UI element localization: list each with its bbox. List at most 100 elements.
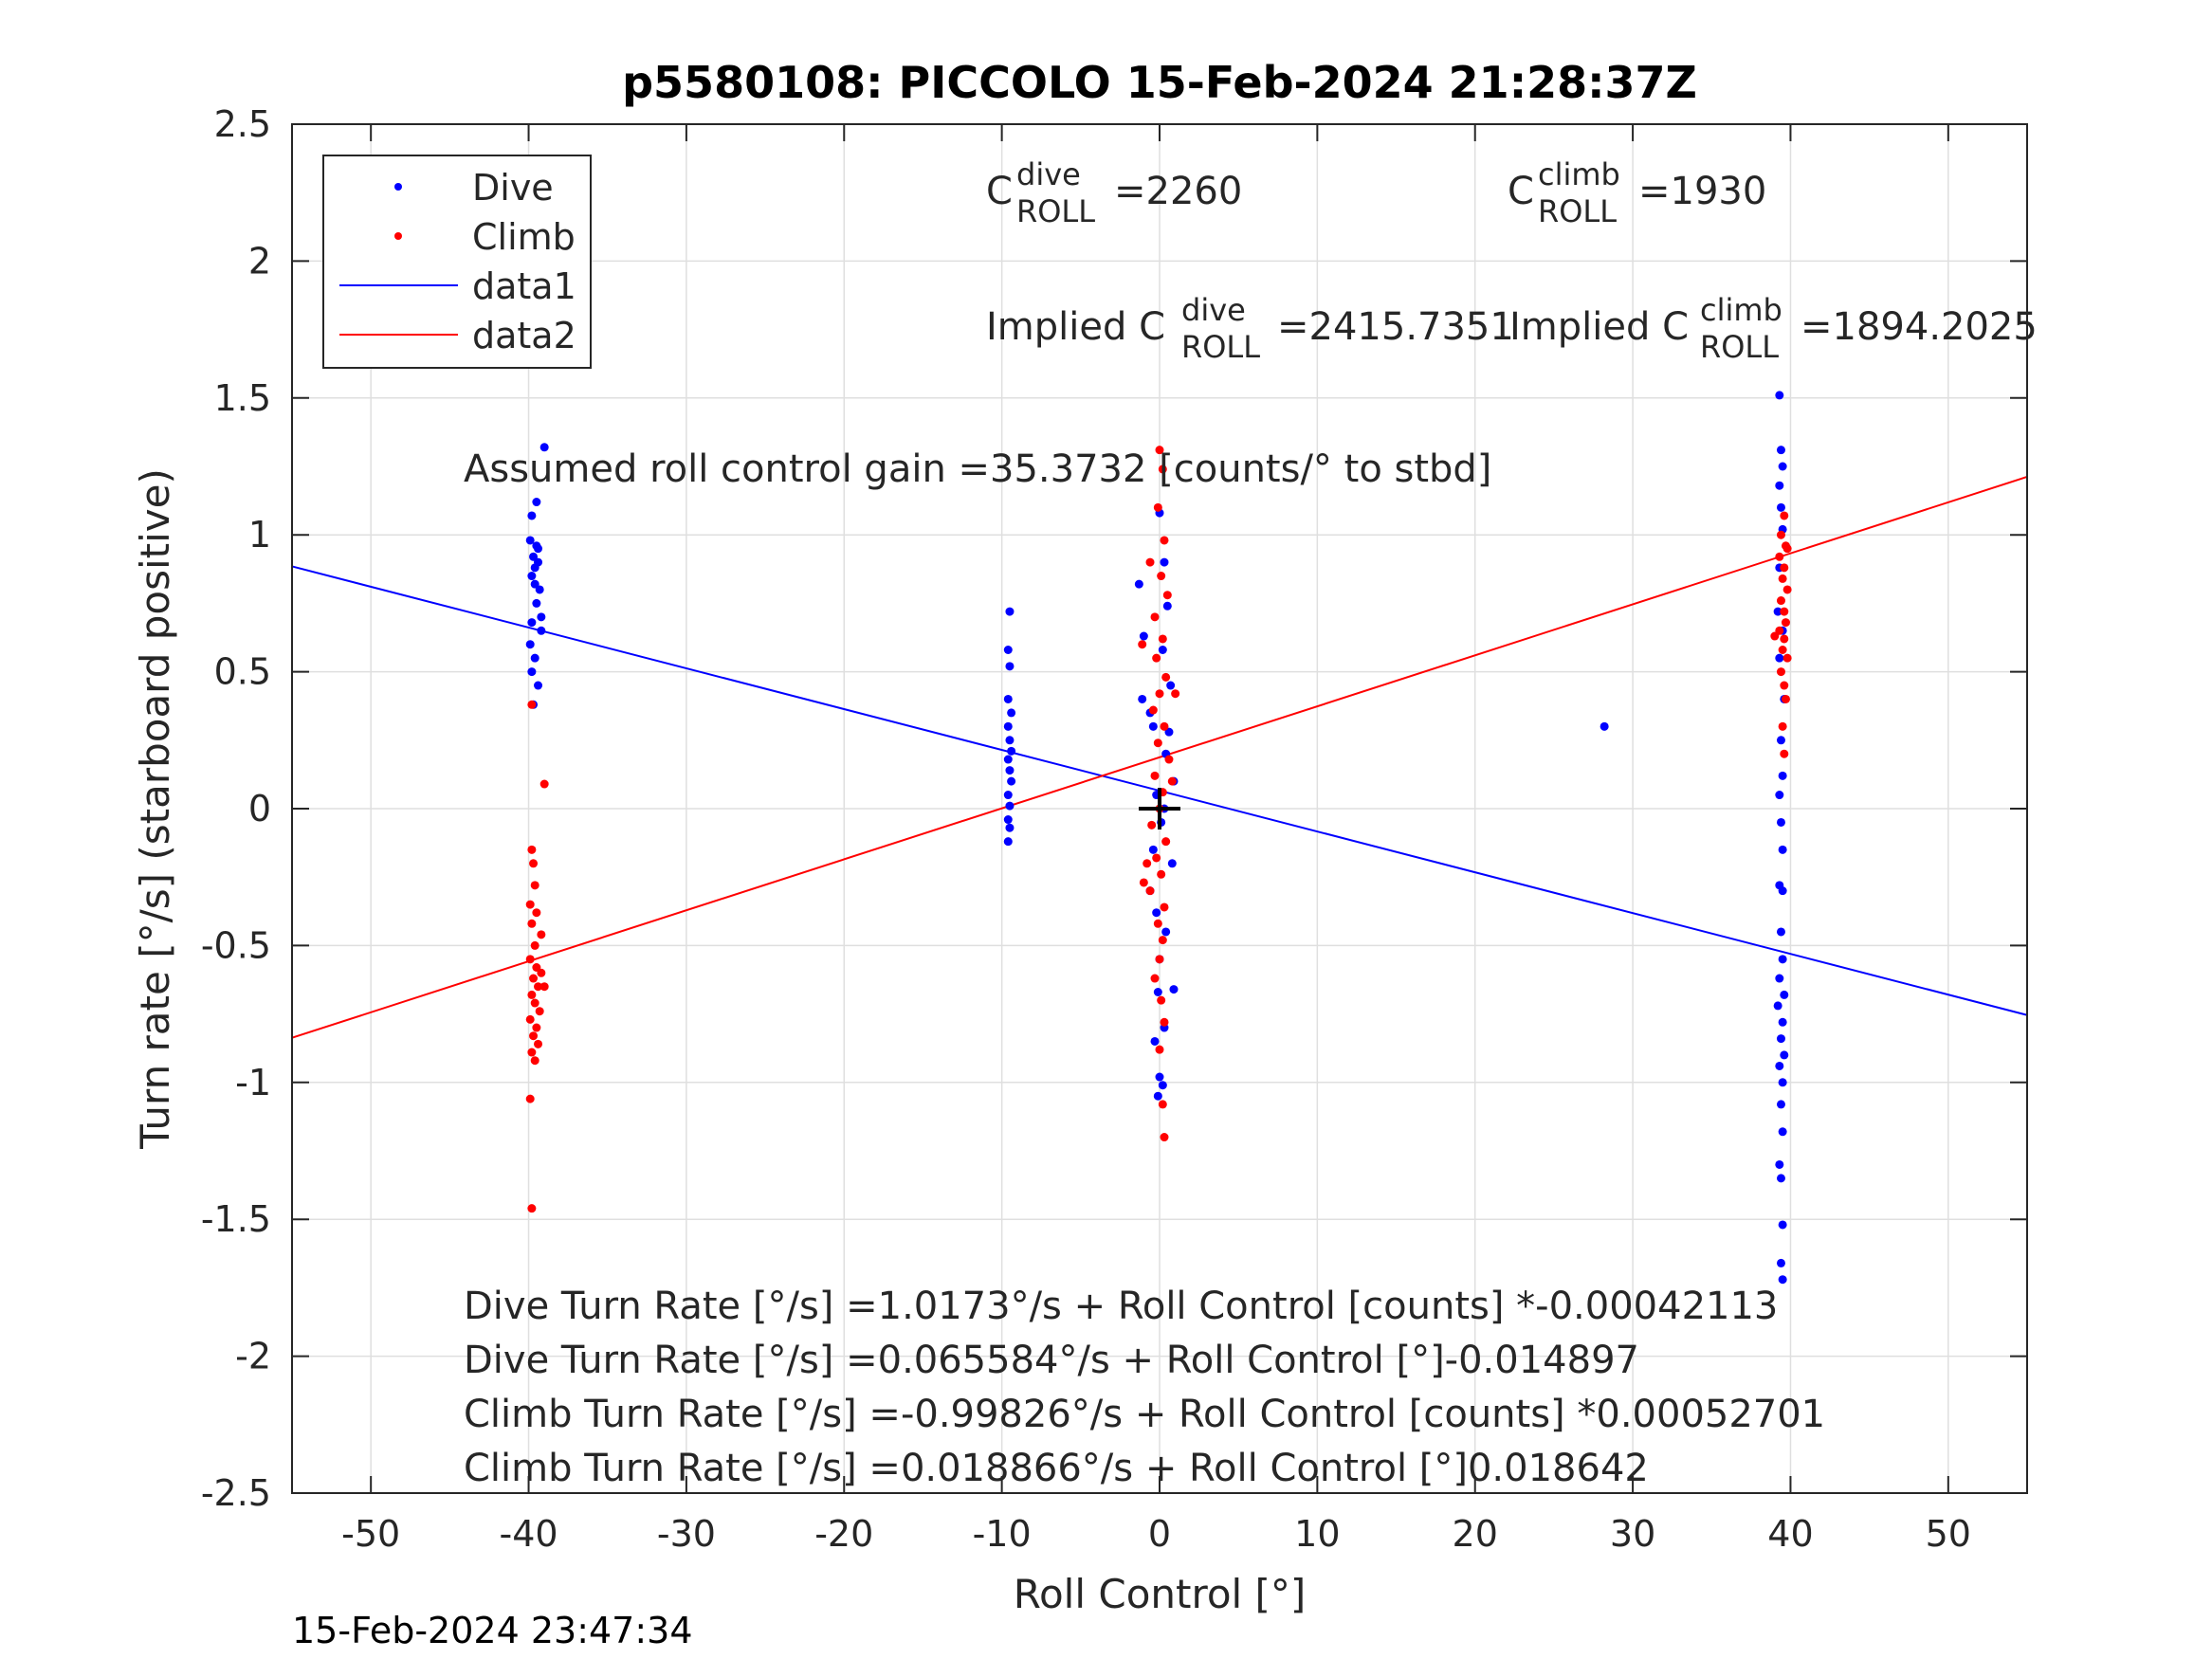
point-climb [525,955,535,964]
x-tick-label: 10 [1294,1513,1340,1555]
svg-text:dive: dive [1181,292,1246,328]
point-dive [530,579,539,589]
point-dive [1005,823,1015,832]
x-tick-label: -20 [814,1513,873,1555]
point-climb [527,1204,537,1213]
point-dive [1778,462,1787,471]
y-tick-label: 0 [248,788,271,830]
point-dive [525,640,535,649]
y-tick-label: 1.5 [214,377,271,419]
x-tick-label: -30 [657,1513,716,1555]
point-climb [527,700,537,709]
x-tick-label: -50 [341,1513,400,1555]
point-climb [1155,1045,1164,1054]
point-climb [1778,721,1787,731]
point-climb [1152,853,1161,863]
point-climb [534,1039,543,1048]
point-dive [1775,791,1784,800]
point-dive [1138,694,1147,703]
c-climb-prefix: C [1508,170,1534,213]
point-climb [539,982,549,992]
point-climb [1782,585,1792,594]
point-climb [525,1014,535,1024]
point-climb [534,982,543,992]
point-climb [537,930,546,939]
point-climb [1155,955,1164,964]
point-climb [1780,511,1789,520]
point-dive [1778,1220,1787,1230]
point-dive [1169,985,1179,994]
point-dive [1160,557,1169,567]
svg-text:C: C [986,170,1013,213]
implied-dive-sup: dive [1181,292,1246,328]
point-climb [1780,749,1789,758]
point-climb [530,1056,539,1066]
point-climb [1171,689,1180,699]
point-dive [534,557,543,567]
point-dive [527,618,537,628]
point-dive [1778,886,1787,896]
legend-climb-marker [394,232,402,240]
point-climb [1782,653,1792,663]
point-climb [1160,536,1169,545]
point-dive [539,443,549,452]
y-tick-label: -1.5 [201,1198,271,1240]
point-climb [1150,974,1160,983]
point-dive [1775,1159,1784,1169]
fit-equation-climb-counts: Climb Turn Rate [°/s] =-0.99826°/s + Rol… [464,1393,1825,1436]
point-dive [1778,1127,1787,1137]
fit-equation-dive-counts: Dive Turn Rate [°/s] =1.0173°/s + Roll C… [464,1285,1778,1328]
svg-text:Implied C: Implied C [986,305,1165,349]
point-dive [1776,446,1785,455]
legend-box [322,155,592,369]
svg-text:ROLL: ROLL [1016,193,1095,229]
x-tick-label: -40 [500,1513,558,1555]
point-climb [1160,1133,1169,1142]
point-dive [1003,791,1013,800]
chart-title: p5580108: PICCOLO 15-Feb-2024 21:28:37Z [622,57,1697,108]
point-climb [1148,705,1158,715]
point-dive [537,626,546,635]
point-dive [1153,1091,1162,1101]
point-climb [1158,634,1167,644]
point-climb [1158,1100,1167,1109]
annotation-implied-dive: Implied C dive ROLL =2415.7351 [986,292,1514,365]
implied-climb-value: =1894.2025 [1801,305,2038,349]
point-climb [1781,618,1790,628]
fit-line-data2 [291,476,2028,1039]
point-climb [530,940,539,950]
point-climb [529,974,539,983]
svg-text:dive: dive [1016,156,1081,192]
point-dive [1775,974,1784,983]
point-climb [1160,721,1169,731]
point-climb [1162,591,1172,600]
point-climb [1776,596,1785,606]
point-climb [537,968,546,977]
point-climb [1770,631,1780,641]
point-dive [1773,607,1782,616]
point-climb [525,900,535,909]
point-climb [1157,869,1166,879]
point-dive [1003,721,1013,731]
point-dive [1003,694,1013,703]
point-climb [1155,689,1164,699]
c-dive-value: =2260 [1114,170,1242,213]
point-climb [530,998,539,1008]
point-dive [1003,815,1013,825]
implied-climb-prefix: Implied C [1509,305,1689,349]
svg-text:=1894.2025: =1894.2025 [1801,305,2038,349]
point-dive [1134,579,1143,589]
point-climb [1164,755,1174,764]
legend-data2-label: data2 [472,315,576,356]
point-climb [1147,820,1157,830]
annotation-implied-climb: Implied C climb ROLL =1894.2025 [1509,292,2038,365]
point-climb [1780,634,1789,644]
point-dive [527,572,537,581]
point-climb [1150,612,1160,622]
point-climb [1167,776,1177,786]
point-climb [1157,995,1166,1005]
x-tick-label: 20 [1453,1513,1498,1555]
point-climb [1143,859,1152,868]
fit-equations: Dive Turn Rate [°/s] =1.0173°/s + Roll C… [464,1285,1825,1490]
